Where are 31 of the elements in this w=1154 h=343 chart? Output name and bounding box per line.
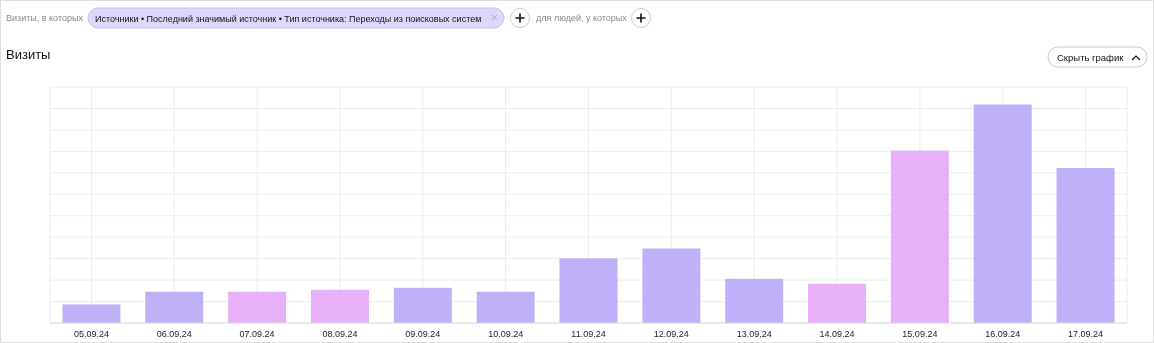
x-tick-label: 07.09.24	[239, 329, 275, 339]
bar	[476, 291, 535, 323]
x-tick-label: 16.09.24	[985, 329, 1021, 339]
x-tick-label: 14.09.24	[819, 329, 855, 339]
bar	[559, 258, 618, 323]
x-tick-label: 08.09.24	[322, 329, 358, 339]
bar	[973, 104, 1032, 323]
chart-title: Визиты	[6, 47, 51, 62]
x-tick-label: 10.09.24	[488, 329, 524, 339]
x-tick-label: 11.09.24	[571, 329, 606, 339]
bar	[642, 248, 701, 323]
bar	[310, 289, 369, 323]
text: для людей, у которых	[536, 13, 628, 23]
x-tick-label: 06.09.24	[156, 329, 192, 339]
text: Источники • Последний значимый источник • Тип источника: Переходы из поисковых систем	[95, 13, 482, 24]
x-tick-label: 09.09.24	[405, 329, 441, 339]
text: Скрыть график	[1057, 52, 1125, 63]
bar	[725, 278, 784, 323]
bar	[393, 287, 452, 323]
bar	[1056, 168, 1115, 323]
bar	[890, 150, 949, 323]
bar	[228, 291, 287, 323]
x-tick-label: 12.09.24	[653, 329, 689, 339]
x-tick-label: 17.09.24	[1068, 329, 1104, 339]
text: Визиты, в которых	[6, 13, 84, 23]
bar	[62, 304, 121, 323]
x-tick-label: 15.09.24	[902, 329, 938, 339]
bar	[808, 283, 867, 323]
x-tick-label: 13.09.24	[736, 329, 772, 339]
bar	[145, 291, 204, 323]
x-tick-label: 05.09.24	[73, 329, 109, 339]
